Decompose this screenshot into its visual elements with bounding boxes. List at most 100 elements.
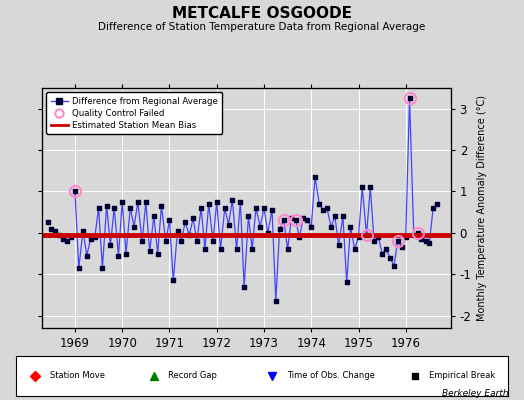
Point [256,224,265,230]
Point [201,246,209,252]
Point [118,198,126,205]
Point [280,217,288,224]
Text: Time of Obs. Change: Time of Obs. Change [287,372,375,380]
Point [130,224,138,230]
Point [343,279,351,286]
Point [91,234,99,240]
Point [47,226,56,232]
Point [221,205,229,211]
Point [315,201,323,207]
Point [216,246,225,252]
Point [374,234,383,240]
Point [433,201,442,207]
Point [146,248,154,255]
Point [319,207,328,213]
Point [276,226,284,232]
Point [98,265,106,271]
Point [150,213,158,220]
Point [55,232,63,238]
Point [299,215,308,222]
Point [429,205,438,211]
Point [177,238,185,244]
Point [161,238,170,244]
Text: METCALFE OSGOODE: METCALFE OSGOODE [172,6,352,21]
Point [406,95,414,102]
Point [154,250,162,257]
Point [303,217,312,224]
Point [366,184,375,190]
Point [173,228,182,234]
Text: Empirical Break: Empirical Break [430,372,496,380]
Point [106,242,115,248]
Point [209,238,217,244]
Point [398,244,406,250]
Point [295,234,303,240]
Point [351,246,359,252]
Point [386,254,395,261]
Point [114,252,123,259]
Point [169,277,178,284]
Point [421,238,430,244]
Point [233,246,241,252]
Legend: Difference from Regional Average, Quality Control Failed, Estimated Station Mean: Difference from Regional Average, Qualit… [46,92,222,134]
Point [134,198,142,205]
Point [307,224,315,230]
Text: Record Gap: Record Gap [168,372,217,380]
Point [59,236,68,242]
Point [311,174,319,180]
Point [189,215,198,222]
Point [181,219,189,226]
Point [83,252,91,259]
Point [110,205,118,211]
Point [122,250,130,257]
Point [157,203,166,209]
Point [94,205,103,211]
Point [358,184,366,190]
Point [103,203,111,209]
Point [86,236,95,242]
Point [378,250,386,257]
Point [165,217,173,224]
Point [138,238,146,244]
Point [417,236,425,242]
Point [67,234,75,240]
Point [362,232,370,238]
Y-axis label: Monthly Temperature Anomaly Difference (°C): Monthly Temperature Anomaly Difference (… [477,95,487,321]
Point [401,234,410,240]
Point [126,205,135,211]
Point [268,207,276,213]
Text: Difference of Station Temperature Data from Regional Average: Difference of Station Temperature Data f… [99,22,425,32]
Point [228,196,236,203]
Point [334,242,343,248]
Point [248,246,256,252]
Point [51,228,59,234]
Point [213,198,221,205]
Point [381,246,390,252]
Point [410,232,418,238]
Point [43,219,52,226]
Point [71,188,79,195]
Text: Berkeley Earth: Berkeley Earth [442,389,508,398]
Point [63,238,71,244]
Point [74,265,83,271]
Point [331,213,339,220]
Point [244,213,253,220]
Point [185,232,193,238]
Text: Station Move: Station Move [50,372,105,380]
Point [327,224,335,230]
Point [390,263,398,269]
Point [287,215,296,222]
Point [370,238,378,244]
Point [413,230,422,236]
Point [264,230,272,236]
Point [354,234,363,240]
Point [394,238,402,244]
Point [204,201,213,207]
Point [425,240,433,246]
Point [271,298,280,304]
Point [224,221,233,228]
Point [323,205,331,211]
Point [252,205,260,211]
Point [283,246,292,252]
Point [339,213,347,220]
